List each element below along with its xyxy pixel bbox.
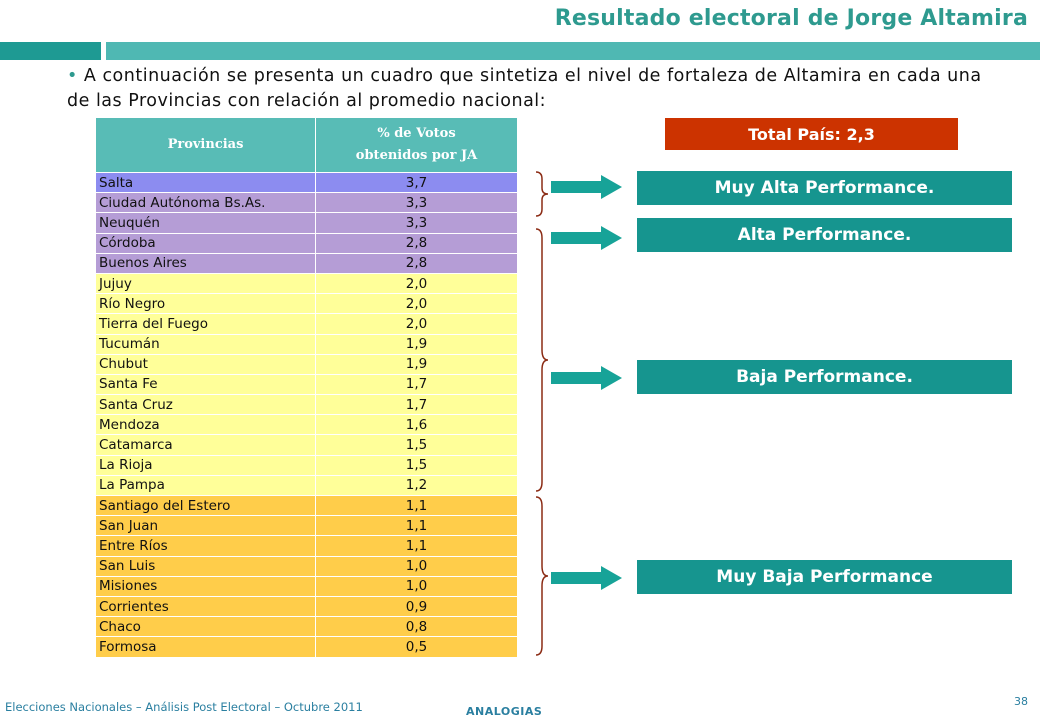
province-name-cell: Río Negro <box>95 293 316 315</box>
vote-percent-cell: 3,3 <box>315 192 518 214</box>
province-name-cell: Santa Fe <box>95 373 316 396</box>
header-band-left <box>0 42 101 60</box>
province-name-cell: Buenos Aires <box>95 252 316 274</box>
vote-percent-cell: 3,3 <box>315 212 518 234</box>
table-row: Río Negro 2,0 <box>95 293 518 315</box>
provinces-table-body: Salta 3,7 Ciudad Autónoma Bs.As. 3,3 Neuquén… <box>95 171 518 658</box>
right-arrow-icon <box>551 566 622 590</box>
province-name-cell: Tucumán <box>95 333 316 355</box>
vote-percent-cell: 1,9 <box>315 333 518 355</box>
table-row: Salta 3,7 <box>95 171 518 194</box>
brand-logo-text: ANALOGIAS <box>466 705 543 718</box>
vote-percent-cell: 1,2 <box>315 474 518 497</box>
vote-percent-cell: 1,1 <box>315 535 518 557</box>
table-row: Buenos Aires 2,8 <box>95 252 518 274</box>
vote-percent-cell: 2,0 <box>315 313 518 335</box>
intro-text: A continuación se presenta un cuadro que… <box>67 66 982 111</box>
vote-percent-cell: 1,1 <box>315 515 518 537</box>
vote-percent-cell: 1,1 <box>315 494 518 517</box>
table-row: Catamarca 1,5 <box>95 434 518 456</box>
vote-percent-cell: 1,5 <box>315 454 518 476</box>
province-name-cell: Formosa <box>95 636 316 658</box>
table-row: Tierra del Fuego 2,0 <box>95 313 518 335</box>
table-row: Santa Fe 1,7 <box>95 373 518 396</box>
table-row: Santiago del Estero 1,1 <box>95 494 518 517</box>
vote-percent-cell: 0,8 <box>315 616 518 638</box>
alta-performance-label: Alta Performance. <box>637 218 1012 252</box>
header-votos: % de Votos obtenidos por JA <box>315 117 518 173</box>
province-name-cell: Santiago del Estero <box>95 494 316 517</box>
province-name-cell: Chubut <box>95 353 316 375</box>
table-row: La Pampa 1,2 <box>95 474 518 497</box>
curly-brace-icon <box>535 171 549 217</box>
total-pais-badge: Total País: 2,3 <box>665 118 958 150</box>
vote-percent-cell: 2,0 <box>315 293 518 315</box>
curly-brace-icon <box>535 228 549 492</box>
province-name-cell: San Luis <box>95 555 316 577</box>
province-name-cell: La Rioja <box>95 454 316 476</box>
table-row: Córdoba 2,8 <box>95 232 518 254</box>
province-name-cell: Jujuy <box>95 272 316 295</box>
muy-baja-performance-label: Muy Baja Performance <box>637 560 1012 594</box>
province-name-cell: Neuquén <box>95 212 316 234</box>
table-row: Misiones 1,0 <box>95 575 518 597</box>
vote-percent-cell: 1,7 <box>315 394 518 416</box>
intro-paragraph: • A continuación se presenta un cuadro q… <box>67 64 1002 114</box>
vote-percent-cell: 1,5 <box>315 434 518 456</box>
right-arrow-icon <box>551 175 622 199</box>
province-name-cell: Santa Cruz <box>95 394 316 416</box>
footer-text: Elecciones Nacionales – Análisis Post El… <box>5 700 363 714</box>
vote-percent-cell: 2,0 <box>315 272 518 295</box>
curly-brace-icon <box>535 496 549 656</box>
table-row: Jujuy 2,0 <box>95 272 518 295</box>
table-row: Corrientes 0,9 <box>95 595 518 618</box>
header-provincias: Provincias <box>95 117 316 173</box>
vote-percent-cell: 2,8 <box>315 232 518 254</box>
province-name-cell: Catamarca <box>95 434 316 456</box>
province-name-cell: Mendoza <box>95 414 316 436</box>
right-arrow-icon <box>551 226 622 250</box>
table-row: Mendoza 1,6 <box>95 414 518 436</box>
table-row: Chubut 1,9 <box>95 353 518 375</box>
table-row: San Luis 1,0 <box>95 555 518 577</box>
vote-percent-cell: 1,7 <box>315 373 518 396</box>
province-name-cell: Ciudad Autónoma Bs.As. <box>95 192 316 214</box>
vote-percent-cell: 0,9 <box>315 595 518 618</box>
vote-percent-cell: 1,9 <box>315 353 518 375</box>
table-row: Formosa 0,5 <box>95 636 518 658</box>
table-row: Ciudad Autónoma Bs.As. 3,3 <box>95 192 518 214</box>
province-name-cell: Corrientes <box>95 595 316 618</box>
vote-percent-cell: 2,8 <box>315 252 518 274</box>
vote-percent-cell: 1,0 <box>315 575 518 597</box>
province-name-cell: Córdoba <box>95 232 316 254</box>
header-votos-line2: obtenidos por JA <box>355 148 478 163</box>
header-votos-line1: % de Votos <box>377 126 456 141</box>
province-name-cell: Chaco <box>95 616 316 638</box>
table-row: Neuquén 3,3 <box>95 212 518 234</box>
page-number: 38 <box>1014 695 1028 708</box>
province-name-cell: Salta <box>95 171 316 194</box>
provinces-table: Provincias % de Votos obtenidos por JA S… <box>95 117 518 658</box>
intro-bullet: • <box>67 66 78 86</box>
table-row: Chaco 0,8 <box>95 616 518 638</box>
table-row: Santa Cruz 1,7 <box>95 394 518 416</box>
province-name-cell: Misiones <box>95 575 316 597</box>
vote-percent-cell: 0,5 <box>315 636 518 658</box>
vote-percent-cell: 3,7 <box>315 171 518 194</box>
table-row: Entre Ríos 1,1 <box>95 535 518 557</box>
slide-title: Resultado electoral de Jorge Altamira <box>554 6 1028 31</box>
province-name-cell: San Juan <box>95 515 316 537</box>
province-name-cell: La Pampa <box>95 474 316 497</box>
province-name-cell: Entre Ríos <box>95 535 316 557</box>
baja-performance-label: Baja Performance. <box>637 360 1012 394</box>
table-row: San Juan 1,1 <box>95 515 518 537</box>
vote-percent-cell: 1,0 <box>315 555 518 577</box>
province-name-cell: Tierra del Fuego <box>95 313 316 335</box>
muy-alta-performance-label: Muy Alta Performance. <box>637 171 1012 205</box>
table-row: Tucumán 1,9 <box>95 333 518 355</box>
right-arrow-icon <box>551 366 622 390</box>
header-band-right <box>106 42 1040 60</box>
vote-percent-cell: 1,6 <box>315 414 518 436</box>
table-row: La Rioja 1,5 <box>95 454 518 476</box>
